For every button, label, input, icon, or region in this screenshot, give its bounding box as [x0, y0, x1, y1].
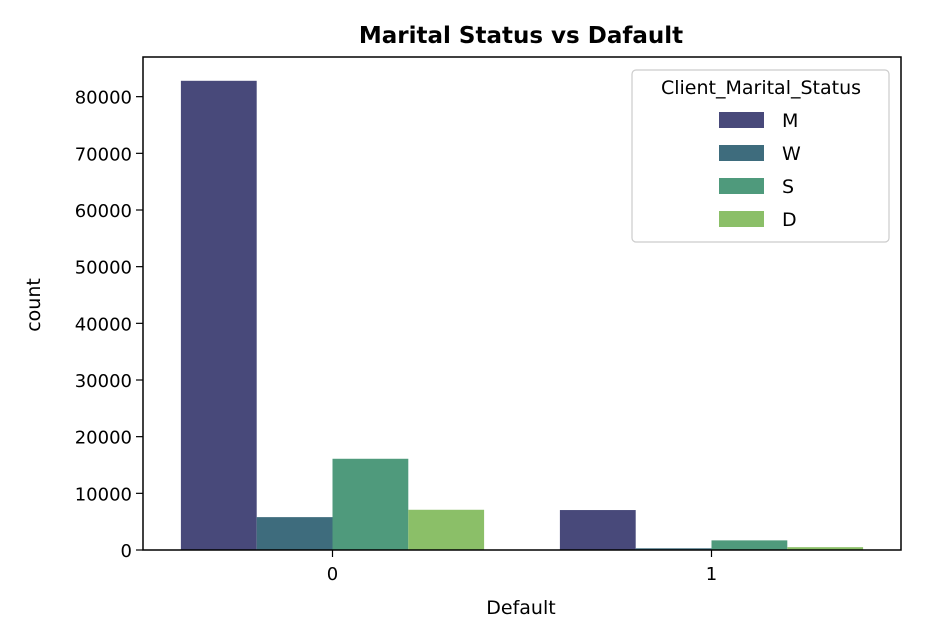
bar-D-0: [408, 509, 485, 550]
x-tick-label: 1: [706, 564, 717, 585]
legend-title: Client_Marital_Status: [661, 77, 861, 99]
y-tick-label: 10000: [75, 484, 132, 505]
plot-frame: [142, 56, 902, 551]
y-tick-label: 60000: [75, 201, 132, 222]
y-tick-label: 80000: [75, 88, 132, 109]
legend-label-D: D: [782, 209, 797, 231]
x-axis-label: Default: [486, 597, 555, 619]
legend-swatch-S: [719, 178, 764, 194]
legend-label-W: W: [782, 143, 801, 165]
y-tick-label: 70000: [75, 144, 132, 165]
bar-M-0: [180, 80, 257, 551]
bar-M-1: [559, 510, 636, 550]
bar-W-1: [635, 548, 712, 550]
bar-S-1: [711, 540, 788, 550]
y-tick-label: 40000: [75, 314, 132, 335]
bar-W-0: [256, 517, 333, 550]
y-axis-label: count: [23, 278, 45, 332]
legend-swatch-W: [719, 145, 764, 161]
bar-S-0: [332, 458, 409, 550]
y-tick-label: 30000: [75, 371, 132, 392]
x-tick-label: 0: [327, 564, 338, 585]
y-axis: 0 10000 20000 30000 40000 50000 60000 70000 8000…: [75, 88, 143, 562]
chart-title: Marital Status vs Dafault: [359, 23, 683, 49]
bars-group: [180, 80, 864, 551]
legend-label-S: S: [782, 176, 794, 198]
legend-swatch-D: [719, 211, 764, 227]
legend-label-M: M: [782, 110, 798, 132]
bar-D-1: [787, 547, 864, 550]
legend-swatch-M: [719, 112, 764, 128]
y-tick-label: 0: [121, 541, 132, 562]
y-tick-label: 20000: [75, 428, 132, 449]
y-tick-label: 50000: [75, 258, 132, 279]
